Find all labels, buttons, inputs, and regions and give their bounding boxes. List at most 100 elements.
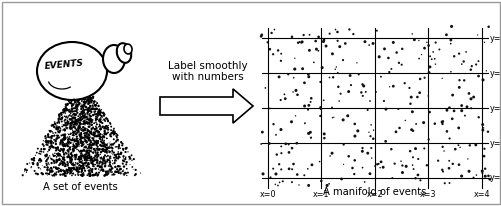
Point <box>54 128 62 131</box>
Point <box>84 90 92 93</box>
Point <box>106 122 114 126</box>
Point <box>97 140 105 143</box>
Point <box>128 159 136 162</box>
Point <box>59 143 67 146</box>
Point <box>105 143 113 146</box>
Point <box>297 41 305 44</box>
Point <box>90 163 98 166</box>
Point <box>424 71 432 74</box>
Point <box>79 96 87 99</box>
Point <box>78 159 86 163</box>
Point <box>73 122 81 125</box>
Point <box>82 140 90 143</box>
Point <box>42 140 50 143</box>
Point <box>269 53 277 56</box>
Point <box>100 144 108 148</box>
Point <box>69 161 77 165</box>
Point <box>56 162 64 166</box>
Point <box>23 169 31 172</box>
Point <box>67 153 75 156</box>
Point <box>111 165 119 169</box>
Point <box>88 144 96 147</box>
Point <box>92 153 100 157</box>
Point <box>68 138 76 142</box>
Point <box>104 154 112 157</box>
Point <box>89 133 97 137</box>
Point <box>45 172 53 176</box>
Point <box>75 118 83 122</box>
Point <box>64 155 72 159</box>
Point <box>90 156 98 159</box>
Point <box>90 100 98 103</box>
Point <box>100 118 108 121</box>
Point <box>71 154 79 157</box>
Point <box>93 116 101 119</box>
Point <box>91 155 99 158</box>
Point <box>76 117 84 120</box>
Point <box>113 145 121 149</box>
Point <box>73 167 81 171</box>
Point <box>79 167 87 170</box>
Point <box>79 114 87 118</box>
Point <box>87 102 95 105</box>
Point <box>75 124 83 127</box>
Point <box>95 109 103 112</box>
Point <box>65 135 73 138</box>
Point <box>86 112 94 115</box>
Point <box>99 162 107 165</box>
Point <box>81 153 89 156</box>
Point <box>98 111 106 115</box>
Point <box>61 143 69 146</box>
Point <box>114 154 122 158</box>
Point <box>65 133 73 136</box>
Point <box>56 129 64 132</box>
Point <box>78 173 86 177</box>
Point <box>395 126 403 130</box>
Point <box>80 149 88 152</box>
Point <box>82 134 90 137</box>
Point <box>71 113 79 117</box>
Point <box>72 132 80 136</box>
Point <box>77 157 85 160</box>
Point <box>85 133 93 137</box>
Point <box>34 162 42 165</box>
Point <box>384 56 392 60</box>
Point <box>86 149 94 153</box>
Point <box>108 167 116 170</box>
Point <box>59 162 67 165</box>
Point <box>271 183 279 186</box>
Point <box>86 150 94 153</box>
Point <box>108 146 116 150</box>
Point <box>76 121 84 124</box>
Point <box>79 122 87 126</box>
Point <box>59 161 67 164</box>
Point <box>100 156 108 159</box>
Point <box>106 163 114 166</box>
Point <box>78 142 86 145</box>
Point <box>53 134 61 137</box>
Point <box>78 105 86 108</box>
Point <box>116 153 124 156</box>
Point <box>76 160 84 164</box>
Text: A manifold of events: A manifold of events <box>323 187 426 197</box>
Point <box>96 113 104 116</box>
Point <box>83 130 91 133</box>
Point <box>61 121 69 124</box>
Point <box>109 173 117 176</box>
Point <box>61 129 69 132</box>
Point <box>36 167 44 170</box>
Point <box>90 131 98 135</box>
Point <box>70 100 78 104</box>
Point <box>55 126 63 129</box>
Point <box>317 107 325 111</box>
Point <box>95 108 103 111</box>
Point <box>101 154 109 157</box>
Point <box>85 139 93 142</box>
Point <box>65 137 73 140</box>
Point <box>62 107 70 110</box>
Point <box>59 109 67 112</box>
Point <box>69 156 77 159</box>
Point <box>60 161 68 164</box>
Point <box>112 170 120 173</box>
Point <box>335 45 343 48</box>
